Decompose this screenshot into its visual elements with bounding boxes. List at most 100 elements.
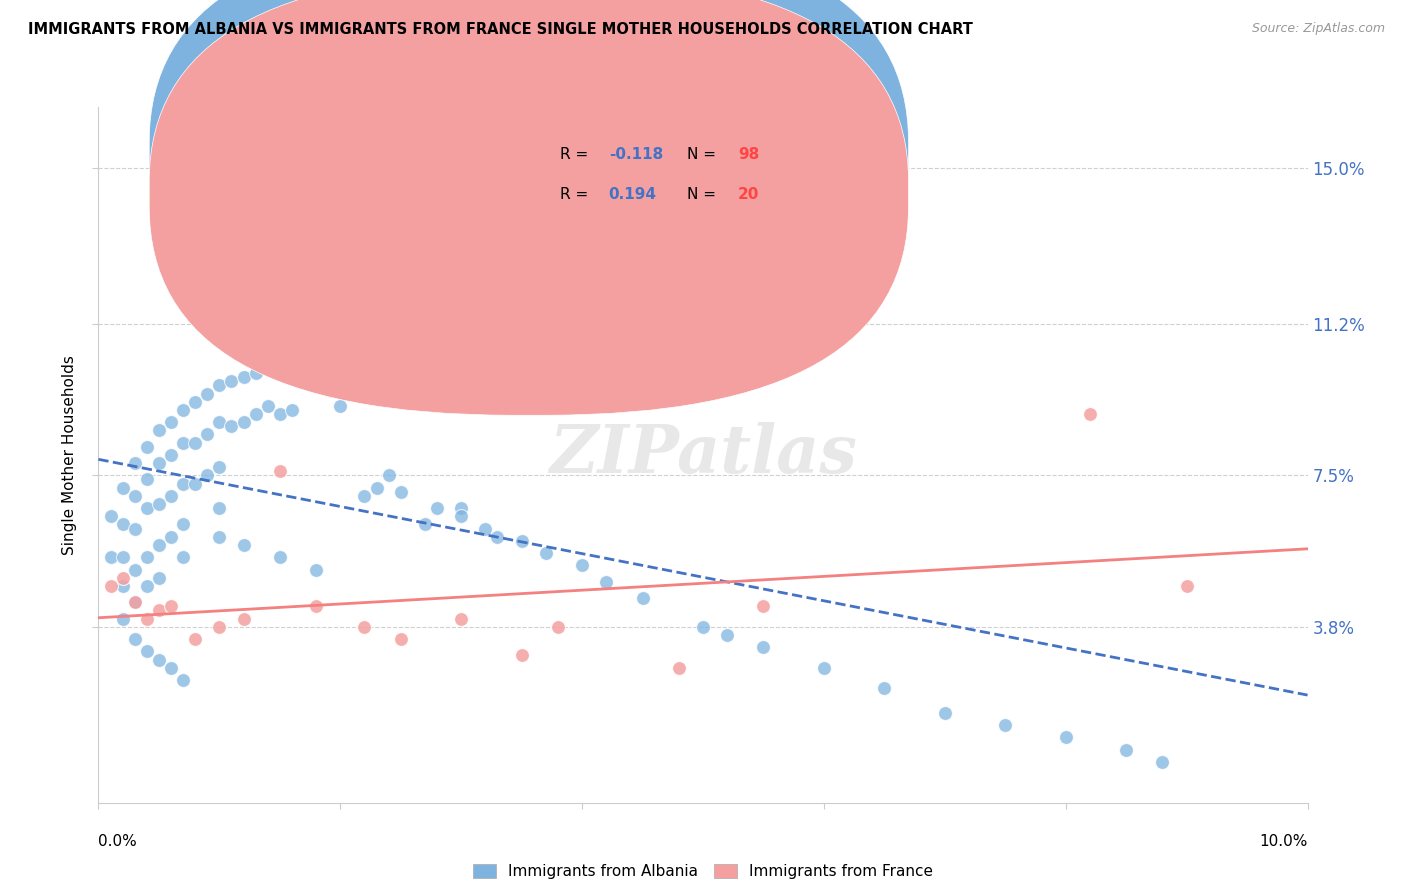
Point (124, 522, 146, 536)
Point (450, 264, 472, 278)
Point (135, 612, 157, 626)
Point (269, 464, 291, 478)
FancyBboxPatch shape (149, 0, 908, 416)
Point (184, 476, 207, 491)
Point (1175, 579, 1198, 593)
Point (1152, 755, 1174, 769)
Point (135, 501, 157, 516)
Point (111, 612, 134, 626)
Point (124, 632, 146, 646)
Point (148, 497, 170, 511)
Point (100, 509, 122, 524)
Point (135, 440, 157, 454)
Text: Source: ZipAtlas.com: Source: ZipAtlas.com (1251, 22, 1385, 36)
Point (232, 415, 254, 429)
Point (172, 435, 194, 450)
Point (221, 419, 243, 434)
Point (208, 415, 231, 429)
Point (232, 370, 254, 384)
Point (111, 579, 134, 593)
Point (269, 550, 291, 565)
Point (124, 595, 146, 609)
Point (813, 661, 835, 675)
Point (172, 673, 194, 687)
Point (184, 632, 207, 646)
Point (281, 353, 304, 368)
Point (135, 473, 157, 487)
Point (329, 353, 352, 368)
Point (124, 562, 146, 576)
Point (111, 481, 134, 495)
Text: 0.194: 0.194 (609, 186, 657, 202)
Text: R =: R = (561, 147, 593, 161)
Point (100, 550, 122, 565)
Text: N =: N = (688, 186, 721, 202)
Point (124, 595, 146, 609)
Point (389, 484, 412, 499)
Point (571, 304, 593, 318)
Point (100, 579, 122, 593)
Point (668, 661, 690, 675)
Point (111, 571, 134, 585)
Point (184, 394, 207, 409)
Point (510, 284, 533, 298)
Point (450, 501, 472, 516)
Point (510, 533, 533, 548)
Point (195, 427, 218, 442)
Point (281, 403, 304, 417)
Point (208, 460, 231, 475)
Point (426, 501, 449, 516)
Point (269, 407, 291, 421)
Point (292, 350, 315, 364)
Point (692, 620, 714, 634)
Point (148, 456, 170, 470)
Text: -0.118: -0.118 (609, 147, 664, 161)
Point (631, 591, 654, 606)
Point (111, 550, 134, 565)
Point (389, 244, 412, 258)
FancyBboxPatch shape (149, 0, 908, 376)
Point (389, 632, 412, 646)
Point (474, 522, 496, 536)
Point (135, 579, 157, 593)
Point (316, 370, 339, 384)
Point (160, 599, 183, 614)
Point (510, 648, 533, 663)
Point (111, 517, 134, 532)
Point (208, 620, 231, 634)
Point (172, 476, 194, 491)
Point (208, 530, 231, 544)
Point (305, 599, 328, 614)
Point (245, 407, 267, 421)
Point (124, 456, 146, 470)
Point (934, 706, 956, 720)
Point (329, 399, 352, 413)
Text: R =: R = (561, 186, 593, 202)
Point (752, 640, 775, 655)
Point (160, 448, 183, 462)
Point (366, 481, 388, 495)
Text: 0.0%: 0.0% (98, 834, 138, 849)
Point (208, 378, 231, 392)
Point (208, 501, 231, 516)
Point (232, 612, 254, 626)
Point (184, 435, 207, 450)
Text: IMMIGRANTS FROM ALBANIA VS IMMIGRANTS FROM FRANCE SINGLE MOTHER HOUSEHOLDS CORRE: IMMIGRANTS FROM ALBANIA VS IMMIGRANTS FR… (28, 22, 973, 37)
Point (135, 644, 157, 658)
Point (160, 415, 183, 429)
Point (148, 423, 170, 437)
Point (450, 509, 472, 524)
Point (595, 574, 617, 589)
Legend: Immigrants from Albania, Immigrants from France: Immigrants from Albania, Immigrants from… (467, 858, 939, 886)
Point (1115, 742, 1137, 756)
Point (269, 366, 291, 380)
Point (353, 620, 375, 634)
Point (160, 489, 183, 503)
Point (172, 403, 194, 417)
Point (716, 628, 738, 642)
Point (148, 652, 170, 666)
Point (195, 386, 218, 401)
Point (305, 378, 328, 392)
Point (232, 538, 254, 552)
Point (148, 603, 170, 617)
